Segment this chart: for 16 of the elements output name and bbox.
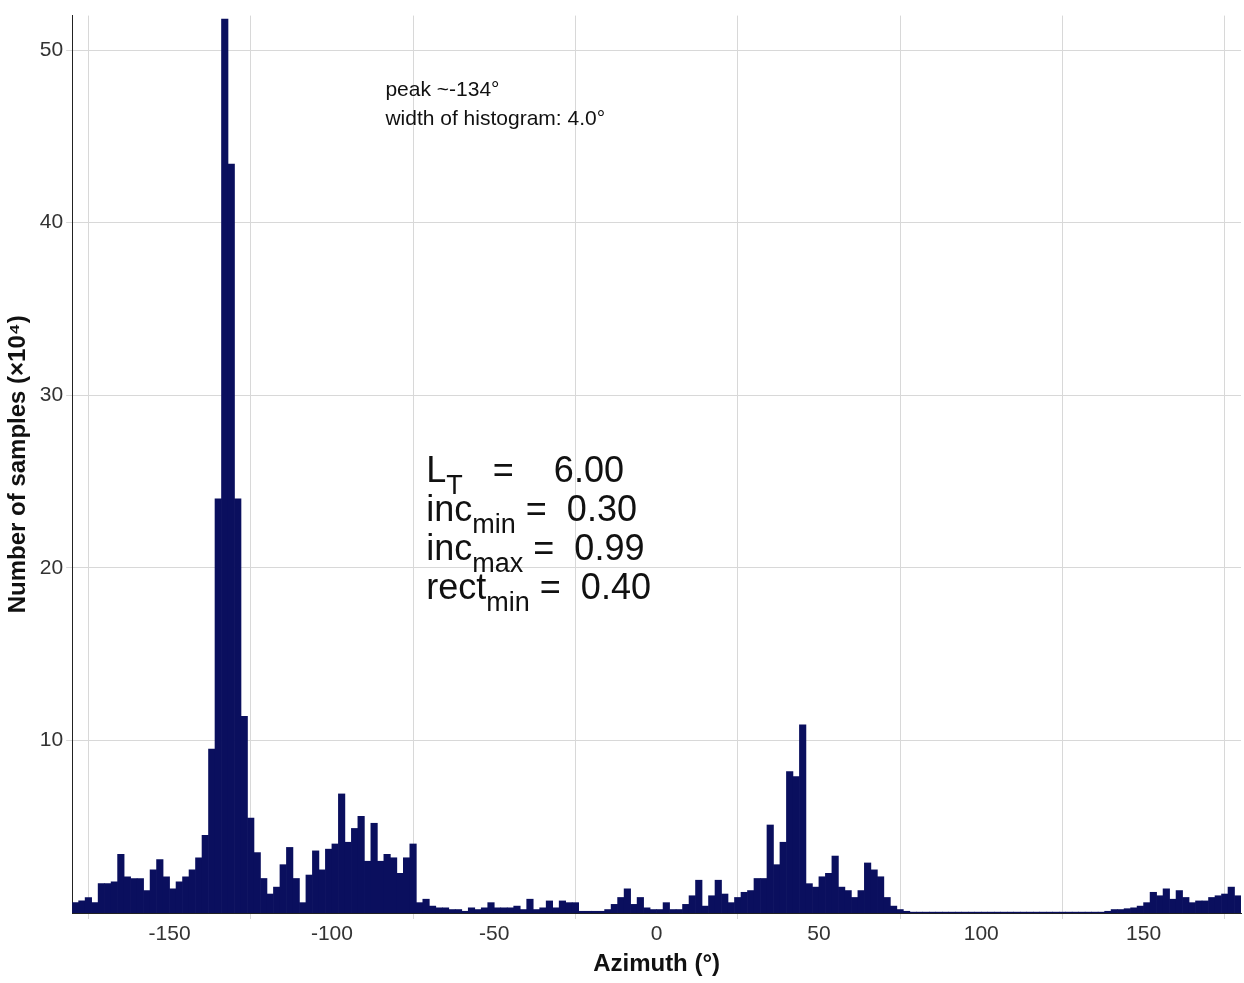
x-axis-title: Azimuth (°) <box>593 949 721 977</box>
annotation: width of histogram: 4.0° <box>384 105 606 129</box>
x-tick-label: 150 <box>1126 921 1162 945</box>
x-tick-label: 100 <box>963 921 999 945</box>
y-tick-label: 10 <box>39 727 64 751</box>
y-tick-label: 30 <box>39 382 64 406</box>
x-tick-label: -50 <box>479 921 510 945</box>
y-tick-label: 40 <box>39 209 64 233</box>
x-tick-label: -100 <box>310 921 353 945</box>
y-axis-title: Number of samples (×10⁴) <box>3 315 31 614</box>
x-tick-label: -150 <box>148 921 191 945</box>
y-tick-label: 20 <box>39 554 64 578</box>
annotation: peak ~-134° <box>385 76 500 100</box>
x-tick-label: 0 <box>650 921 663 945</box>
y-tick-label: 50 <box>39 36 64 60</box>
x-tick-label: 50 <box>807 921 831 945</box>
